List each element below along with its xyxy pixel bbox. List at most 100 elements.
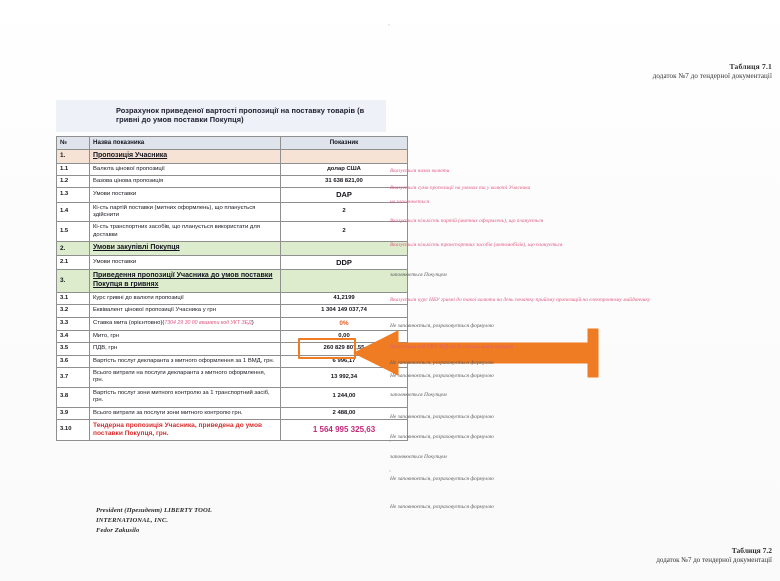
- row-value: [280, 269, 408, 293]
- table-row: 3.4 Мито, грн 0,00: [56, 329, 408, 344]
- row-value: 260 829 807,55: [280, 342, 408, 356]
- row-no: 3.6: [56, 354, 90, 369]
- row-label: Умови закупівлі Покупця: [89, 241, 281, 256]
- row-label: ПДВ, грн: [89, 342, 281, 356]
- cost-calculation-table: № Назва показника Показник 1. Пропозиція…: [56, 136, 408, 442]
- row-label: Всього витрати на послуги декларанта з м…: [89, 367, 281, 388]
- annotation-note: Не заповнюється, розраховується формулою: [390, 414, 494, 420]
- annotation-note: Вказується назва валюти: [390, 168, 450, 174]
- row-value-total: 1 564 995 325,63: [280, 418, 408, 442]
- table-row: 3.1 Курс гривні до валюти пропозиції 41,…: [56, 291, 408, 306]
- row-value: 0,00: [280, 329, 408, 344]
- row-no: 1.2: [56, 174, 90, 189]
- annotation-note: Не заповнюється, розраховується формулою: [390, 360, 494, 366]
- annotation-note: не заповнюється: [390, 199, 430, 205]
- uktzed-code-note: 7304 29 30 00 вказати код УКТ ЗЕД: [164, 320, 251, 326]
- row-label-duty-rate: Ставка мита (орієнтовно)(7304 29 30 00 в…: [89, 316, 281, 331]
- signature-block: President (Президент) LIBERTY TOOL INTER…: [96, 506, 212, 537]
- table-row: 1.3 Умови поставки DAP: [56, 187, 408, 203]
- annotation-note: Не заповнюється, розраховується формулою: [390, 434, 494, 440]
- scan-speck: [389, 470, 391, 472]
- row-no: 3.: [56, 269, 90, 293]
- uktzed-code-italic: 7304 29 30 00 вказати код УКТ ЗЕД: [164, 320, 252, 326]
- page-title: Розрахунок приведеної вартості пропозиці…: [116, 106, 365, 124]
- row-no: 3.3: [56, 316, 90, 331]
- row-value: DAP: [280, 187, 408, 203]
- annotation-note: Не заповнюється, розраховується формулою: [390, 323, 494, 329]
- row-value: 2: [280, 221, 408, 243]
- table-row: 3.5 ПДВ, грн 260 829 807,55: [56, 342, 408, 356]
- row-no: 3.9: [56, 406, 90, 420]
- row-no: 1.: [56, 148, 90, 164]
- table-row: 1.1 Валюта цінової пропозиції долар США: [56, 162, 408, 176]
- table-row: 1.2 Базова цінова пропозиція 31 638 821,…: [56, 174, 408, 189]
- row-label: Еквівалент цінової пропозиції Учасника у…: [89, 304, 281, 318]
- row-value: [280, 241, 408, 256]
- annotation-note: Вказується кількість транспортних засобі…: [390, 242, 563, 248]
- table-row: 3.6 Вартість послуг декларанта з митного…: [56, 354, 408, 369]
- row-no: 3.4: [56, 329, 90, 344]
- row-no: 3.5: [56, 342, 90, 356]
- table-row: 3.2 Еквівалент цінової пропозиції Учасни…: [56, 304, 408, 318]
- column-header-value: Показник: [280, 136, 408, 150]
- row-value: 1 304 149 037,74: [280, 304, 408, 318]
- row-label: Умови поставки: [89, 187, 281, 203]
- row-label: Базова цінова пропозиція: [89, 174, 281, 189]
- document-footer-right: Таблиця 7.2 додаток №7 до тендерної доку…: [656, 546, 772, 564]
- table-row: 3.9 Всього витрати за послуги зони митно…: [56, 406, 408, 420]
- row-label: Кі-сть транспортних засобів, що плануєть…: [89, 221, 281, 243]
- row-label-tail: ): [251, 320, 254, 326]
- annotation-note: заповнюється Покупцем: [390, 392, 447, 398]
- table-row-section: 1. Пропозиція Учасника: [56, 148, 408, 164]
- row-no: 2.1: [56, 254, 90, 271]
- row-no: 3.10: [56, 418, 90, 442]
- annotation-note: Не заповнюється, розраховується формулою: [390, 504, 494, 510]
- row-label: Кі-сть партій поставки (митних оформлень…: [89, 201, 281, 223]
- row-label: Всього витрати за послуги зони митного к…: [89, 406, 281, 420]
- annotation-note: Не заповнюється, розраховується формулою: [390, 476, 494, 482]
- table-row: 1.4 Кі-сть партій поставки (митних оформ…: [56, 201, 408, 223]
- table-row: 1.5 Кі-сть транспортних засобів, що план…: [56, 221, 408, 243]
- signature-name: Fedor Zakusilo: [96, 527, 140, 535]
- row-no: 1.1: [56, 162, 90, 176]
- table-header-row: № Назва показника Показник: [56, 136, 408, 150]
- table-row: 3.8 Вартість послуг зони митного контрол…: [56, 386, 408, 408]
- table-row-section: 3. Приведення пропозиції Учасника до умо…: [56, 269, 408, 293]
- annotation-note: Не заповнюється, розраховується формулою: [390, 373, 494, 379]
- annotation-note: заповнюється Покупцем: [390, 454, 447, 460]
- table-row-section: 2. Умови закупівлі Покупця: [56, 241, 408, 256]
- scan-speck: [388, 24, 390, 26]
- table-row: 3.7 Всього витрати на послуги декларанта…: [56, 367, 408, 388]
- row-no: 1.5: [56, 221, 90, 243]
- header-table-label: Таблиця 7.1: [729, 62, 772, 71]
- row-label: Курс гривні до валюти пропозиції: [89, 291, 281, 306]
- table-row-duty-rate: 3.3 Ставка мита (орієнтовно)(7304 29 30 …: [56, 316, 408, 331]
- row-value: 41,2199: [280, 291, 408, 306]
- row-label: Вартість послуг зони митного контролю за…: [89, 386, 281, 408]
- row-no: 1.3: [56, 187, 90, 203]
- row-no: 1.4: [56, 201, 90, 223]
- table-row: 2.1 Умови поставки DDP: [56, 254, 408, 271]
- row-label-text: Ставка мита (орієнтовно)(: [93, 320, 165, 326]
- row-value: DDP: [280, 254, 408, 271]
- row-label: Мито, грн: [89, 329, 281, 344]
- row-value: 13 992,34: [280, 367, 408, 388]
- row-value: долар США: [280, 162, 408, 176]
- row-no: 3.2: [56, 304, 90, 318]
- annotation-note: заповнюється Покупцем: [390, 272, 447, 278]
- row-label: Умови поставки: [89, 254, 281, 271]
- table-title-band: Розрахунок приведеної вартості пропозиці…: [56, 100, 386, 132]
- annotation-note: Вказується кількість партій (митних офор…: [390, 218, 544, 224]
- row-label: Пропозиція Учасника: [89, 148, 281, 164]
- footer-doc-ref: додаток №7 до тендерної документації: [656, 556, 772, 564]
- row-label: Валюта цінової пропозиції: [89, 162, 281, 176]
- row-value: 2: [280, 201, 408, 223]
- annotation-note: Вказується курс НБУ гривні до такої валю…: [390, 297, 651, 303]
- row-no: 3.8: [56, 386, 90, 408]
- table-row-total: 3.10 Тендерна пропозиція Учасника, приве…: [56, 418, 408, 442]
- row-value: 31 638 821,00: [280, 174, 408, 189]
- row-value: 2 488,00: [280, 406, 408, 420]
- row-label: Приведення пропозиції Учасника до умов п…: [89, 269, 281, 293]
- annotation-note: Вказується код УКТ ЗЕД та % ставка мита …: [390, 344, 514, 350]
